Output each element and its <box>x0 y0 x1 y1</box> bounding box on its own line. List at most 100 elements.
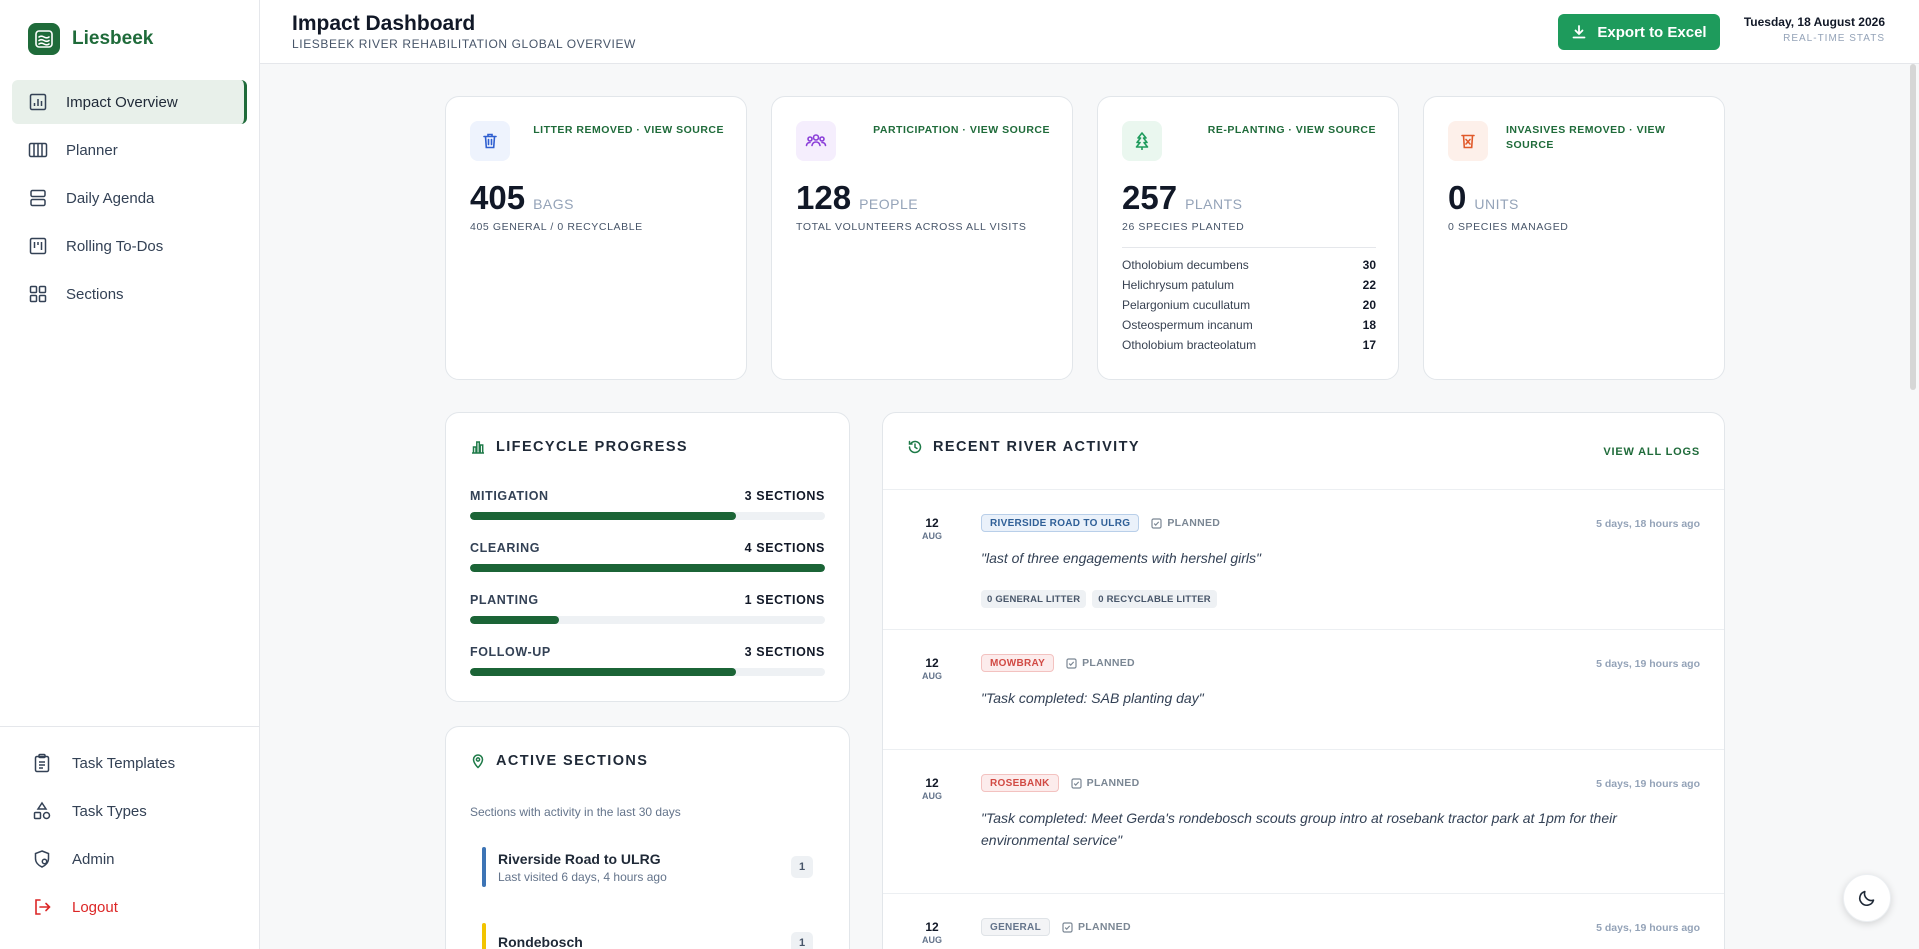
activity-item[interactable]: 12 AUG GENERAL PLANNED 5 days, 19 hours … <box>883 893 1724 949</box>
sidebar-item-admin[interactable]: Admin <box>16 837 243 881</box>
export-to-excel-button[interactable]: Export to Excel <box>1558 14 1720 50</box>
progress-track <box>470 668 825 676</box>
brand[interactable]: Liesbeek <box>0 0 259 78</box>
lifecycle-count: 3 SECTIONS <box>744 489 825 503</box>
stat-subtext: 405 GENERAL / 0 RECYCLABLE <box>470 221 643 233</box>
activity-item[interactable]: 12 AUG ROSEBANK PLANNED 5 days, 19 hours… <box>883 749 1724 893</box>
species-name: Osteospermum incanum <box>1122 318 1253 332</box>
metric-chip: 0 RECYCLABLE LITTER <box>1092 590 1217 608</box>
history-icon <box>908 440 922 454</box>
theme-toggle-button[interactable] <box>1843 874 1891 922</box>
sidebar-item-sections[interactable]: Sections <box>12 272 247 316</box>
view-source-link[interactable]: RE-PLANTING · VIEW SOURCE <box>1207 124 1376 136</box>
checkbox-icon <box>1071 777 1082 789</box>
lifecycle-stage: FOLLOW-UP <box>470 645 551 659</box>
species-row: Otholobium bracteolatum 17 <box>1122 338 1376 358</box>
activity-date: 12 AUG <box>919 516 945 541</box>
activity-time: 5 days, 18 hours ago <box>1596 518 1700 530</box>
section-tag[interactable]: RIVERSIDE ROAD TO ULRG <box>981 514 1140 532</box>
checkbox-icon <box>1062 921 1073 933</box>
section-tag[interactable]: GENERAL <box>981 918 1050 936</box>
current-date: Tuesday, 18 August 2026 <box>1743 15 1885 29</box>
scrollbar-thumb[interactable] <box>1910 64 1916 390</box>
section-tag[interactable]: ROSEBANK <box>981 774 1059 792</box>
columns-icon <box>28 142 48 158</box>
section-item[interactable]: Riverside Road to ULRG Last visited 6 da… <box>482 847 813 887</box>
active-sections-card: ACTIVE SECTIONS Sections with activity i… <box>445 726 850 949</box>
sidebar-item-rolling-todos[interactable]: Rolling To-Dos <box>12 224 247 268</box>
sidebar: Liesbeek Impact Overview Planner Daily A… <box>0 0 260 949</box>
activity-month: AUG <box>922 531 942 541</box>
section-name: Riverside Road to ULRG <box>498 850 661 867</box>
stat-card-replanting: RE-PLANTING · VIEW SOURCE 257 PLANTS 26 … <box>1097 96 1399 380</box>
sidebar-item-label: Task Templates <box>72 754 176 772</box>
activity-tags: ROSEBANK PLANNED <box>981 774 1140 792</box>
progress-track <box>470 512 825 520</box>
sidebar-item-planner[interactable]: Planner <box>12 128 247 172</box>
top-header: Impact Dashboard LIESBEEK RIVER REHABILI… <box>260 0 1919 64</box>
activity-day: 12 <box>925 516 939 530</box>
stat-card-invasives: INVASIVES REMOVED · VIEW SOURCE 0 UNITS … <box>1423 96 1725 380</box>
activity-month: AUG <box>922 935 942 945</box>
progress-fill <box>470 668 737 676</box>
progress-fill <box>470 512 737 520</box>
grid-icon <box>29 285 47 303</box>
stat-unit: BAGS <box>533 196 574 212</box>
section-tag[interactable]: MOWBRAY <box>981 654 1055 672</box>
stat-value: 257 PLANTS <box>1122 179 1243 217</box>
recent-activity-title: RECENT RIVER ACTIVITY <box>933 439 1140 455</box>
section-name: Rondebosch <box>498 933 583 949</box>
activity-time: 5 days, 19 hours ago <box>1596 778 1700 790</box>
status-label: PLANNED <box>1062 921 1131 933</box>
lifecycle-title: LIFECYCLE PROGRESS <box>496 439 688 455</box>
activity-item[interactable]: 12 AUG RIVERSIDE ROAD TO ULRG PLANNED 5 … <box>883 489 1724 629</box>
moon-icon <box>1859 890 1875 906</box>
section-count-badge: 1 <box>791 856 813 878</box>
view-source-link[interactable]: INVASIVES REMOVED · VIEW SOURCE <box>1506 124 1666 151</box>
activity-chips: 0 GENERAL LITTER 0 RECYCLABLE LITTER <box>981 590 1217 608</box>
status-text: PLANNED <box>1086 777 1140 789</box>
view-all-logs-link[interactable]: VIEW ALL LOGS <box>1603 446 1700 458</box>
page-scrollbar[interactable] <box>1909 64 1917 949</box>
logout-button[interactable]: Logout <box>16 885 243 929</box>
activity-date: 12 AUG <box>919 776 945 801</box>
active-sections-title: ACTIVE SECTIONS <box>496 753 649 769</box>
stat-unit: UNITS <box>1474 196 1519 212</box>
lifecycle-row-mitigation: MITIGATION 3 SECTIONS <box>470 489 825 520</box>
stat-subtext: 0 SPECIES MANAGED <box>1448 221 1569 233</box>
export-label: Export to Excel <box>1597 23 1707 41</box>
sidebar-item-task-templates[interactable]: Task Templates <box>16 741 243 785</box>
lifecycle-count: 3 SECTIONS <box>744 645 825 659</box>
section-item[interactable]: Rondebosch 1 <box>482 923 813 949</box>
activity-note: "Task completed: SAB planting day" <box>981 690 1204 706</box>
recent-activity-heading: RECENT RIVER ACTIVITY <box>907 439 1140 455</box>
sidebar-item-daily-agenda[interactable]: Daily Agenda <box>12 176 247 220</box>
species-name: Otholobium decumbens <box>1122 258 1249 272</box>
activity-tags: GENERAL PLANNED <box>981 918 1131 936</box>
view-source-link[interactable]: LITTER REMOVED · VIEW SOURCE <box>533 124 724 136</box>
sidebar-item-impact-overview[interactable]: Impact Overview <box>12 80 247 124</box>
section-color-bar <box>482 847 486 887</box>
section-color-bar <box>482 923 486 949</box>
activity-note: "last of three engagements with hershel … <box>981 550 1261 566</box>
sidebar-item-label: Sections <box>66 285 124 303</box>
activity-time: 5 days, 19 hours ago <box>1596 658 1700 670</box>
sidebar-item-label: Rolling To-Dos <box>66 237 164 255</box>
lifecycle-stage: CLEARING <box>470 541 541 555</box>
status-text: PLANNED <box>1078 921 1131 933</box>
species-count: 18 <box>1362 318 1376 332</box>
stat-value: 0 UNITS <box>1448 179 1519 217</box>
logout-icon <box>35 899 51 915</box>
trash-icon <box>470 121 510 161</box>
activity-month: AUG <box>922 791 942 801</box>
lifecycle-count: 4 SECTIONS <box>744 541 825 555</box>
page-title: Impact Dashboard <box>292 12 476 35</box>
waves-logo-icon <box>28 23 60 55</box>
sidebar-item-task-types[interactable]: Task Types <box>16 789 243 833</box>
tree-icon <box>1122 121 1162 161</box>
sidebar-item-label: Task Types <box>72 802 147 820</box>
activity-item[interactable]: 12 AUG MOWBRAY PLANNED 5 days, 19 hours … <box>883 629 1724 749</box>
recent-activity-card: RECENT RIVER ACTIVITY VIEW ALL LOGS 12 A… <box>882 412 1725 949</box>
activity-month: AUG <box>922 671 942 681</box>
view-source-link[interactable]: PARTICIPATION · VIEW SOURCE <box>873 124 1050 136</box>
